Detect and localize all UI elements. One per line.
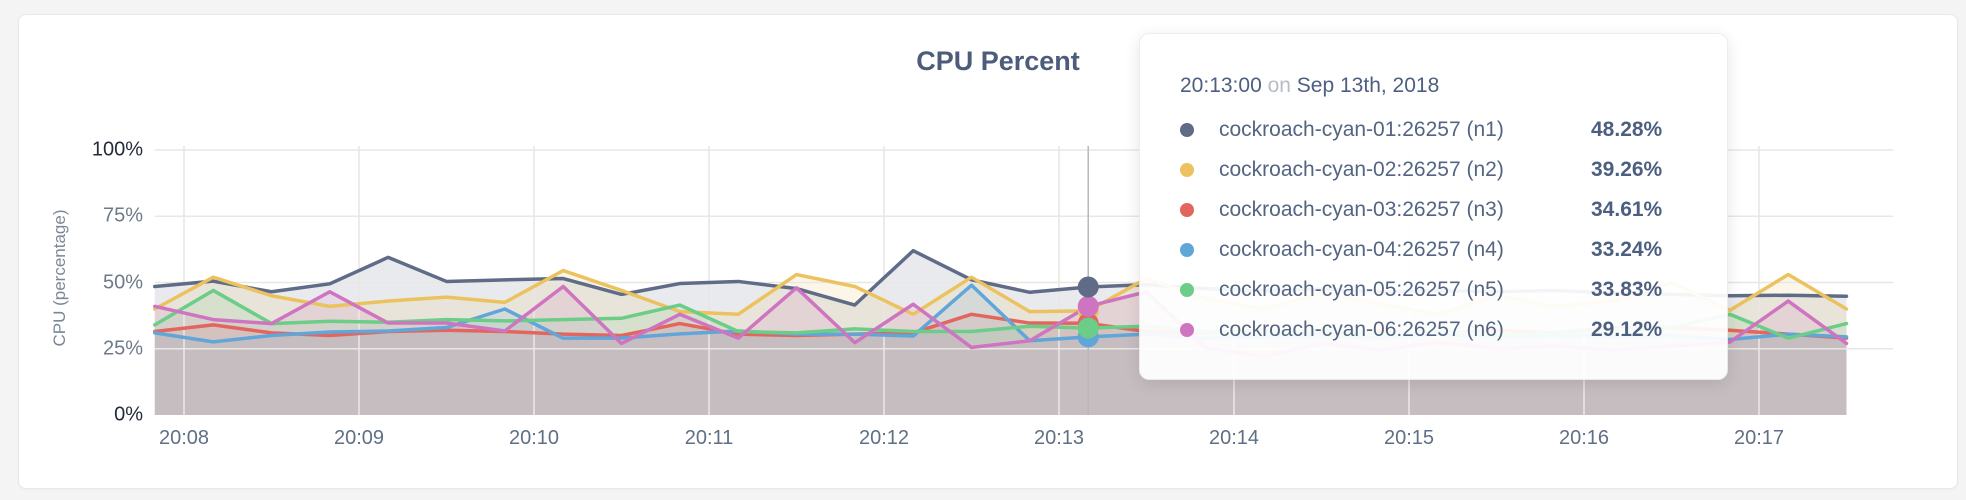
tooltip-date: Sep 13th, 2018: [1296, 74, 1440, 97]
series-color-dot-icon: [1180, 163, 1194, 177]
tooltip-row-n5: cockroach-cyan-05:26257 (n5) 33.83%: [1180, 270, 1703, 310]
tooltip-row-n3: cockroach-cyan-03:26257 (n3) 34.61%: [1180, 190, 1703, 230]
tooltip-series-label: cockroach-cyan-05:26257 (n5): [1219, 278, 1504, 301]
tooltip-rows: cockroach-cyan-01:26257 (n1) 48.28% cockro…: [1180, 110, 1703, 350]
tooltip-conjunction: on: [1267, 74, 1291, 97]
tooltip-series-value: 39.26%: [1591, 158, 1663, 181]
series-color-dot-icon: [1180, 323, 1194, 337]
hover-tooltip: 20:13:00 on Sep 13th, 2018 cockroach-cya…: [1139, 33, 1728, 380]
tooltip-series-label: cockroach-cyan-04:26257 (n4): [1219, 238, 1504, 261]
hover-dot-n6: [1077, 295, 1099, 317]
tooltip-row-n4: cockroach-cyan-04:26257 (n4) 33.24%: [1180, 230, 1703, 270]
tooltip-row-n1: cockroach-cyan-01:26257 (n1) 48.28%: [1180, 110, 1703, 150]
series-color-dot-icon: [1180, 243, 1194, 257]
tooltip-header: 20:13:00 on Sep 13th, 2018: [1180, 74, 1703, 98]
y-axis-title: CPU (percentage): [50, 209, 69, 347]
series-color-dot-icon: [1180, 123, 1194, 137]
tooltip-series-value: 48.28%: [1591, 118, 1663, 141]
tooltip-series-value: 29.12%: [1591, 318, 1663, 341]
tooltip-series-value: 34.61%: [1591, 198, 1663, 221]
tooltip-row-n2: cockroach-cyan-02:26257 (n2) 39.26%: [1180, 150, 1703, 190]
tooltip-series-value: 33.24%: [1591, 238, 1663, 261]
series-area-n4: [154, 285, 1847, 415]
hover-dot-n5: [1077, 317, 1099, 339]
tooltip-series-label: cockroach-cyan-06:26257 (n6): [1219, 318, 1504, 341]
tooltip-series-value: 33.83%: [1591, 278, 1663, 301]
chart-title: CPU Percent: [916, 46, 1080, 76]
tooltip-series-label: cockroach-cyan-01:26257 (n1): [1219, 118, 1504, 141]
tooltip-series-label: cockroach-cyan-03:26257 (n3): [1219, 198, 1504, 221]
series-color-dot-icon: [1180, 203, 1194, 217]
tooltip-time: 20:13:00: [1180, 74, 1262, 97]
series-area-n5: [154, 290, 1847, 415]
tooltip-row-n6: cockroach-cyan-06:26257 (n6) 29.12%: [1180, 310, 1703, 350]
series-color-dot-icon: [1180, 283, 1194, 297]
tooltip-series-label: cockroach-cyan-02:26257 (n2): [1219, 158, 1504, 181]
hover-dot-n1: [1077, 276, 1099, 298]
